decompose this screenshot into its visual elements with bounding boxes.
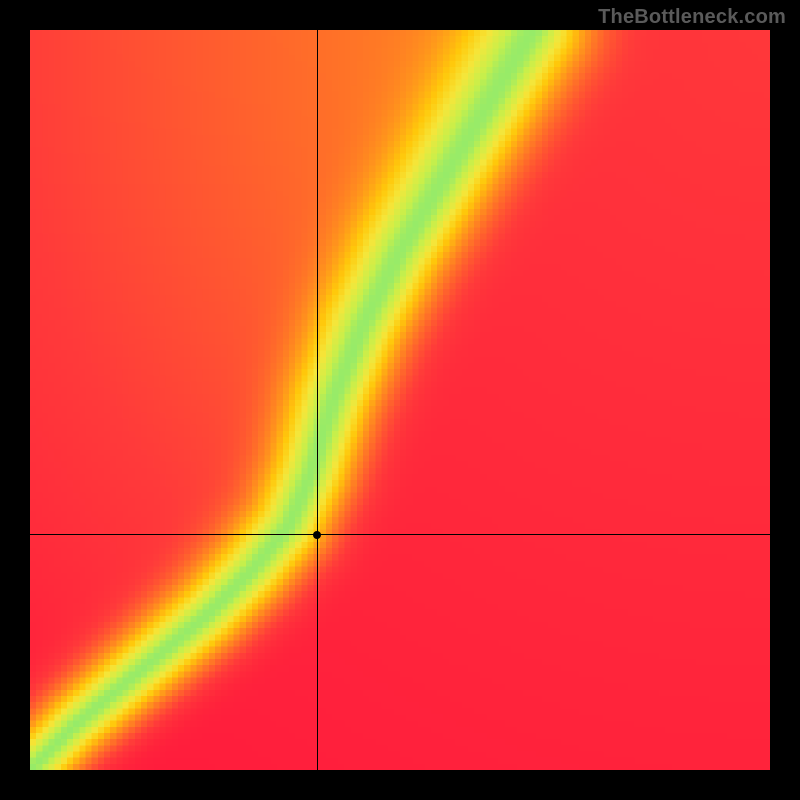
figure-container: TheBottleneck.com xyxy=(0,0,800,800)
crosshair-horizontal xyxy=(30,534,770,535)
crosshair-vertical xyxy=(317,30,318,770)
watermark-text: TheBottleneck.com xyxy=(598,6,786,29)
heatmap-canvas xyxy=(30,30,770,770)
crosshair-marker xyxy=(313,531,321,539)
